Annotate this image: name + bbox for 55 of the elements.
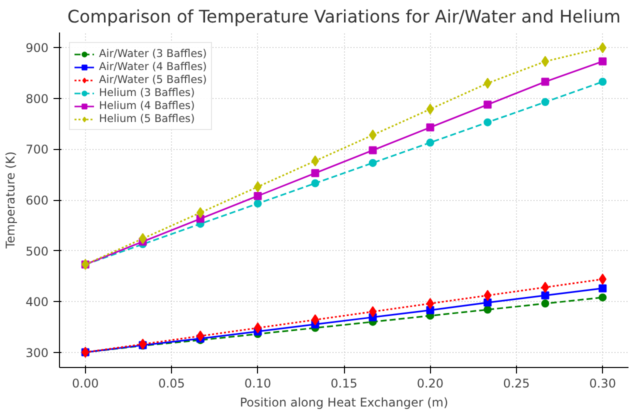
y-tick-label: 700 bbox=[26, 142, 48, 157]
x-tick-label: 0.10 bbox=[244, 376, 272, 390]
point bbox=[311, 314, 320, 326]
x-tick-label: 0.15 bbox=[330, 376, 358, 390]
point bbox=[311, 169, 320, 178]
y-tick-label: 800 bbox=[26, 92, 48, 106]
x-tick-label: 0.25 bbox=[503, 376, 530, 390]
point bbox=[484, 298, 492, 307]
x-tick-label: 0.20 bbox=[416, 376, 444, 390]
point bbox=[541, 98, 550, 106]
x-tick-label: 0.05 bbox=[158, 376, 185, 390]
point bbox=[254, 181, 262, 192]
x-tick-label: 0.30 bbox=[589, 376, 616, 390]
y-tick-label: 500 bbox=[26, 244, 48, 258]
point bbox=[541, 300, 550, 308]
point bbox=[311, 155, 320, 166]
point bbox=[368, 146, 377, 154]
point bbox=[484, 100, 492, 109]
y-tick-label: 900 bbox=[26, 41, 48, 56]
y-tick-label: 600 bbox=[26, 194, 48, 208]
point bbox=[598, 284, 607, 292]
legend-label: Air/Water (3 Baffles) bbox=[99, 47, 207, 60]
point bbox=[484, 306, 492, 314]
point bbox=[541, 282, 550, 293]
point bbox=[311, 179, 320, 188]
legend-label: Air/Water (4 Baffles) bbox=[99, 60, 207, 73]
point bbox=[426, 123, 434, 132]
y-axis-title: Temperature (K) bbox=[4, 151, 18, 250]
point bbox=[541, 56, 550, 67]
point bbox=[368, 130, 377, 141]
y-tick-label: 300 bbox=[26, 346, 48, 360]
point bbox=[541, 291, 550, 300]
x-axis-title: Position along Heat Exchanger (m) bbox=[240, 396, 448, 410]
point bbox=[254, 192, 262, 200]
point bbox=[138, 338, 147, 350]
point bbox=[254, 322, 262, 334]
point bbox=[426, 104, 434, 115]
point bbox=[484, 118, 492, 126]
point bbox=[598, 293, 607, 302]
point bbox=[598, 78, 607, 86]
point bbox=[541, 78, 550, 86]
legend-label: Helium (4 Baffles) bbox=[99, 99, 195, 112]
point bbox=[368, 158, 377, 167]
x-tick-label: 0.00 bbox=[72, 376, 99, 390]
legend-label: Helium (3 Baffles) bbox=[99, 86, 195, 99]
legend-label: Helium (5 Baffles) bbox=[99, 112, 195, 125]
point bbox=[254, 200, 262, 208]
point bbox=[426, 138, 434, 147]
legend-label: Air/Water (5 Baffles) bbox=[99, 73, 207, 86]
point bbox=[598, 57, 607, 66]
point bbox=[138, 233, 147, 244]
chart-title: Comparison of Temperature Variations for Air/Water and Helium bbox=[67, 8, 621, 28]
point bbox=[426, 298, 434, 310]
point bbox=[368, 306, 377, 318]
y-tick-label: 400 bbox=[26, 295, 48, 310]
